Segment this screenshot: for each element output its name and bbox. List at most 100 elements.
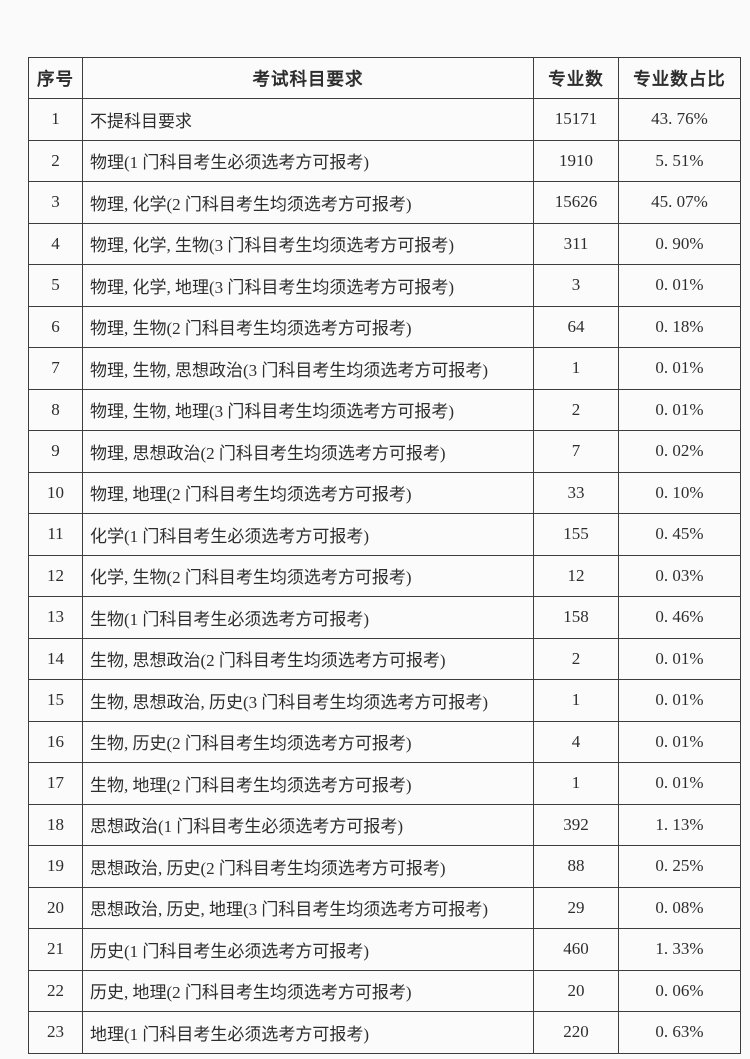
- share-cell: 0. 10%: [618, 471, 741, 514]
- count-cell: 2: [533, 388, 619, 431]
- row-number-cell: 21: [28, 928, 83, 971]
- count-cell: 220: [533, 1011, 619, 1054]
- row-number-cell: 11: [28, 513, 83, 556]
- share-cell: 0. 01%: [618, 347, 741, 390]
- table-row: 15 生物, 思想政治, 历史(3 门科目考生均须选考方可报考) 1 0. 01…: [28, 679, 741, 722]
- row-number-cell: 3: [28, 181, 83, 224]
- table-row: 11 化学(1 门科目考生必须选考方可报考) 155 0. 45%: [28, 513, 741, 556]
- requirement-cell: 生物, 历史(2 门科目考生均须选考方可报考): [82, 720, 534, 763]
- table-row: 13 生物(1 门科目考生必须选考方可报考) 158 0. 46%: [28, 596, 741, 639]
- requirement-cell: 地理(1 门科目考生必须选考方可报考): [82, 1011, 534, 1054]
- table-row: 17 生物, 地理(2 门科目考生均须选考方可报考) 1 0. 01%: [28, 762, 741, 805]
- requirement-cell: 物理, 生物(2 门科目考生均须选考方可报考): [82, 305, 534, 348]
- table-row: 1 不提科目要求 15171 43. 76%: [28, 98, 741, 141]
- table-row: 9 物理, 思想政治(2 门科目考生均须选考方可报考) 7 0. 02%: [28, 430, 741, 473]
- share-cell: 0. 01%: [618, 637, 741, 680]
- count-cell: 20: [533, 969, 619, 1012]
- requirement-cell: 物理, 化学, 地理(3 门科目考生均须选考方可报考): [82, 264, 534, 307]
- table-row: 3 物理, 化学(2 门科目考生均须选考方可报考) 15626 45. 07%: [28, 181, 741, 224]
- share-cell: 0. 01%: [618, 720, 741, 763]
- count-cell: 2: [533, 637, 619, 680]
- row-number-cell: 20: [28, 886, 83, 929]
- row-number-cell: 14: [28, 637, 83, 680]
- requirement-cell: 思想政治, 历史(2 门科目考生均须选考方可报考): [82, 845, 534, 888]
- count-cell: 155: [533, 513, 619, 556]
- header-requirement: 考试科目要求: [82, 57, 534, 99]
- row-number-cell: 4: [28, 222, 83, 265]
- table-row: 23 地理(1 门科目考生必须选考方可报考) 220 0. 63%: [28, 1011, 741, 1054]
- row-number-cell: 1: [28, 98, 83, 141]
- count-cell: 4: [533, 720, 619, 763]
- row-number-cell: 6: [28, 305, 83, 348]
- share-cell: 0. 45%: [618, 513, 741, 556]
- table-row: 16 生物, 历史(2 门科目考生均须选考方可报考) 4 0. 01%: [28, 720, 741, 763]
- subject-requirements-table: 序号 考试科目要求 专业数 专业数占比 1 不提科目要求 15171 43. 7…: [28, 57, 741, 1054]
- count-cell: 392: [533, 803, 619, 846]
- requirement-cell: 物理, 思想政治(2 门科目考生均须选考方可报考): [82, 430, 534, 473]
- requirement-cell: 思想政治(1 门科目考生必须选考方可报考): [82, 803, 534, 846]
- table-row: 8 物理, 生物, 地理(3 门科目考生均须选考方可报考) 2 0. 01%: [28, 388, 741, 431]
- requirement-cell: 生物, 地理(2 门科目考生均须选考方可报考): [82, 762, 534, 805]
- requirement-cell: 历史(1 门科目考生必须选考方可报考): [82, 928, 534, 971]
- count-cell: 12: [533, 554, 619, 597]
- table-row: 20 思想政治, 历史, 地理(3 门科目考生均须选考方可报考) 29 0. 0…: [28, 886, 741, 929]
- row-number-cell: 23: [28, 1011, 83, 1054]
- row-number-cell: 22: [28, 969, 83, 1012]
- table-header: 序号 考试科目要求 专业数 专业数占比: [28, 57, 741, 99]
- table-row: 5 物理, 化学, 地理(3 门科目考生均须选考方可报考) 3 0. 01%: [28, 264, 741, 307]
- row-number-cell: 10: [28, 471, 83, 514]
- row-number-cell: 17: [28, 762, 83, 805]
- count-cell: 460: [533, 928, 619, 971]
- row-number-cell: 7: [28, 347, 83, 390]
- share-cell: 0. 01%: [618, 679, 741, 722]
- row-number-cell: 16: [28, 720, 83, 763]
- table-row: 21 历史(1 门科目考生必须选考方可报考) 460 1. 33%: [28, 928, 741, 971]
- header-no: 序号: [28, 57, 83, 99]
- count-cell: 158: [533, 596, 619, 639]
- requirement-cell: 物理, 化学(2 门科目考生均须选考方可报考): [82, 181, 534, 224]
- table-row: 19 思想政治, 历史(2 门科目考生均须选考方可报考) 88 0. 25%: [28, 845, 741, 888]
- table-row: 18 思想政治(1 门科目考生必须选考方可报考) 392 1. 13%: [28, 803, 741, 846]
- table-row: 2 物理(1 门科目考生必须选考方可报考) 1910 5. 51%: [28, 139, 741, 182]
- row-number-cell: 2: [28, 139, 83, 182]
- share-cell: 0. 25%: [618, 845, 741, 888]
- count-cell: 29: [533, 886, 619, 929]
- table-row: 12 化学, 生物(2 门科目考生均须选考方可报考) 12 0. 03%: [28, 554, 741, 597]
- share-cell: 1. 13%: [618, 803, 741, 846]
- requirement-cell: 物理, 化学, 生物(3 门科目考生均须选考方可报考): [82, 222, 534, 265]
- count-cell: 1: [533, 762, 619, 805]
- share-cell: 0. 90%: [618, 222, 741, 265]
- table-row: 6 物理, 生物(2 门科目考生均须选考方可报考) 64 0. 18%: [28, 305, 741, 348]
- share-cell: 0. 01%: [618, 762, 741, 805]
- count-cell: 15626: [533, 181, 619, 224]
- table-row: 14 生物, 思想政治(2 门科目考生均须选考方可报考) 2 0. 01%: [28, 637, 741, 680]
- row-number-cell: 9: [28, 430, 83, 473]
- requirement-cell: 化学, 生物(2 门科目考生均须选考方可报考): [82, 554, 534, 597]
- share-cell: 5. 51%: [618, 139, 741, 182]
- share-cell: 0. 06%: [618, 969, 741, 1012]
- table-row: 22 历史, 地理(2 门科目考生均须选考方可报考) 20 0. 06%: [28, 969, 741, 1012]
- requirement-cell: 不提科目要求: [82, 98, 534, 141]
- requirement-cell: 生物, 思想政治, 历史(3 门科目考生均须选考方可报考): [82, 679, 534, 722]
- count-cell: 15171: [533, 98, 619, 141]
- header-row: 序号 考试科目要求 专业数 专业数占比: [28, 57, 741, 99]
- count-cell: 64: [533, 305, 619, 348]
- share-cell: 0. 03%: [618, 554, 741, 597]
- header-count: 专业数: [533, 57, 619, 99]
- count-cell: 33: [533, 471, 619, 514]
- share-cell: 0. 08%: [618, 886, 741, 929]
- header-share: 专业数占比: [618, 57, 741, 99]
- row-number-cell: 13: [28, 596, 83, 639]
- share-cell: 43. 76%: [618, 98, 741, 141]
- row-number-cell: 12: [28, 554, 83, 597]
- count-cell: 7: [533, 430, 619, 473]
- count-cell: 1910: [533, 139, 619, 182]
- requirement-cell: 思想政治, 历史, 地理(3 门科目考生均须选考方可报考): [82, 886, 534, 929]
- count-cell: 1: [533, 679, 619, 722]
- share-cell: 45. 07%: [618, 181, 741, 224]
- share-cell: 1. 33%: [618, 928, 741, 971]
- table-row: 4 物理, 化学, 生物(3 门科目考生均须选考方可报考) 311 0. 90%: [28, 222, 741, 265]
- requirement-cell: 生物(1 门科目考生必须选考方可报考): [82, 596, 534, 639]
- requirement-cell: 历史, 地理(2 门科目考生均须选考方可报考): [82, 969, 534, 1012]
